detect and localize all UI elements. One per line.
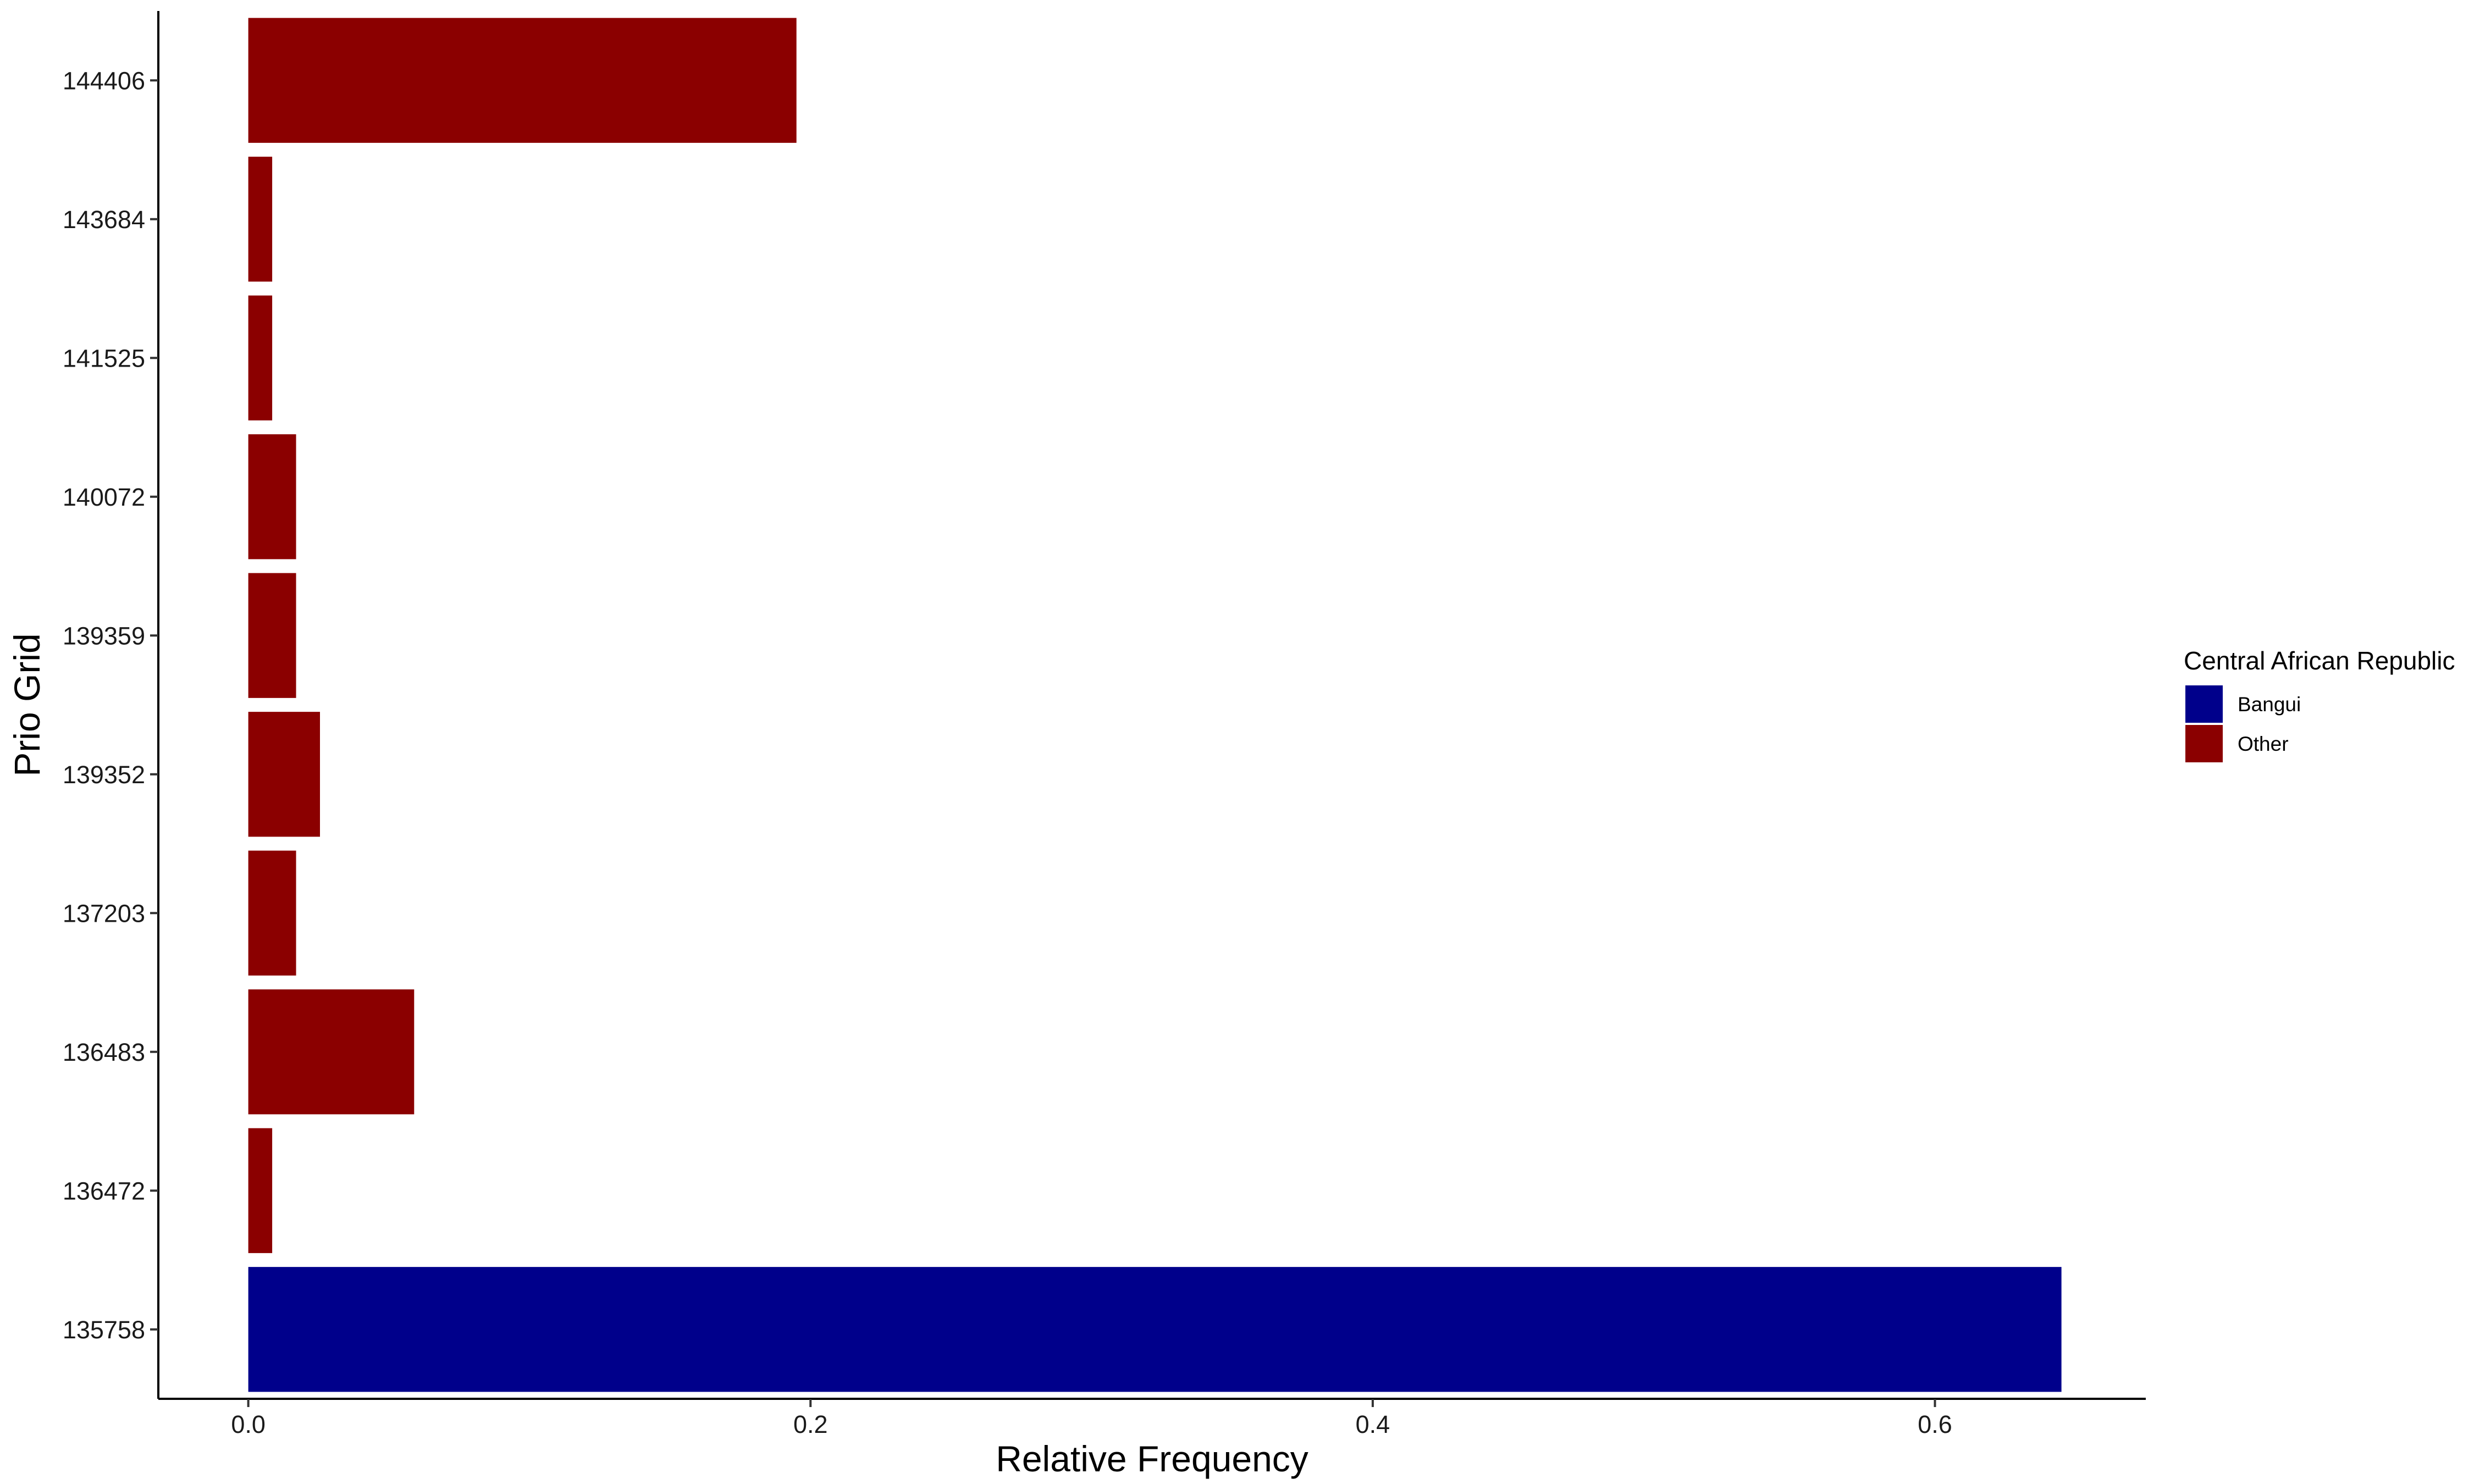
bar-143684 — [248, 157, 273, 282]
bar-144406 — [248, 18, 797, 143]
x-axis-title: Relative Frequency — [996, 1438, 1308, 1479]
x-tick-label: 0.4 — [1356, 1410, 1390, 1438]
x-tick-label: 0.2 — [793, 1410, 828, 1438]
y-tick-label: 139352 — [63, 761, 145, 789]
y-tick-label: 136472 — [63, 1177, 145, 1205]
y-tick-label: 139359 — [63, 622, 145, 650]
bar-139359 — [248, 573, 296, 698]
legend-label-bangui: Bangui — [2238, 693, 2301, 716]
bar-140072 — [248, 434, 296, 560]
x-tick-label: 0.0 — [231, 1410, 266, 1438]
bar-137203 — [248, 850, 296, 976]
x-axis-ticks: 0.0 0.2 0.4 0.6 — [231, 1399, 1952, 1438]
y-tick-label: 136483 — [63, 1038, 145, 1066]
x-tick-label: 0.6 — [1918, 1410, 1952, 1438]
y-axis-ticks: 135758 136472 136483 137203 139352 139359 1400… — [63, 67, 158, 1344]
bar-139352 — [248, 712, 321, 837]
y-tick-label: 143684 — [63, 206, 145, 234]
legend-swatch-bangui — [2185, 685, 2223, 723]
bars-group — [248, 18, 2062, 1392]
y-tick-label: 141525 — [63, 344, 145, 372]
y-tick-label: 140072 — [63, 483, 145, 511]
y-tick-label: 135758 — [63, 1316, 145, 1344]
legend-label-other: Other — [2238, 733, 2289, 755]
bar-136483 — [248, 989, 415, 1115]
y-tick-label: 137203 — [63, 899, 145, 927]
bar-135758 — [248, 1267, 2062, 1392]
y-axis-title: Prio Grid — [7, 633, 47, 776]
y-tick-label: 144406 — [63, 67, 145, 95]
bar-141525 — [248, 295, 273, 420]
legend-items: Bangui Other — [2185, 685, 2301, 762]
legend: Central African Republic Bangui Other — [2184, 646, 2455, 762]
legend-swatch-other — [2185, 725, 2223, 762]
bar-136472 — [248, 1128, 273, 1253]
legend-title: Central African Republic — [2184, 646, 2455, 675]
